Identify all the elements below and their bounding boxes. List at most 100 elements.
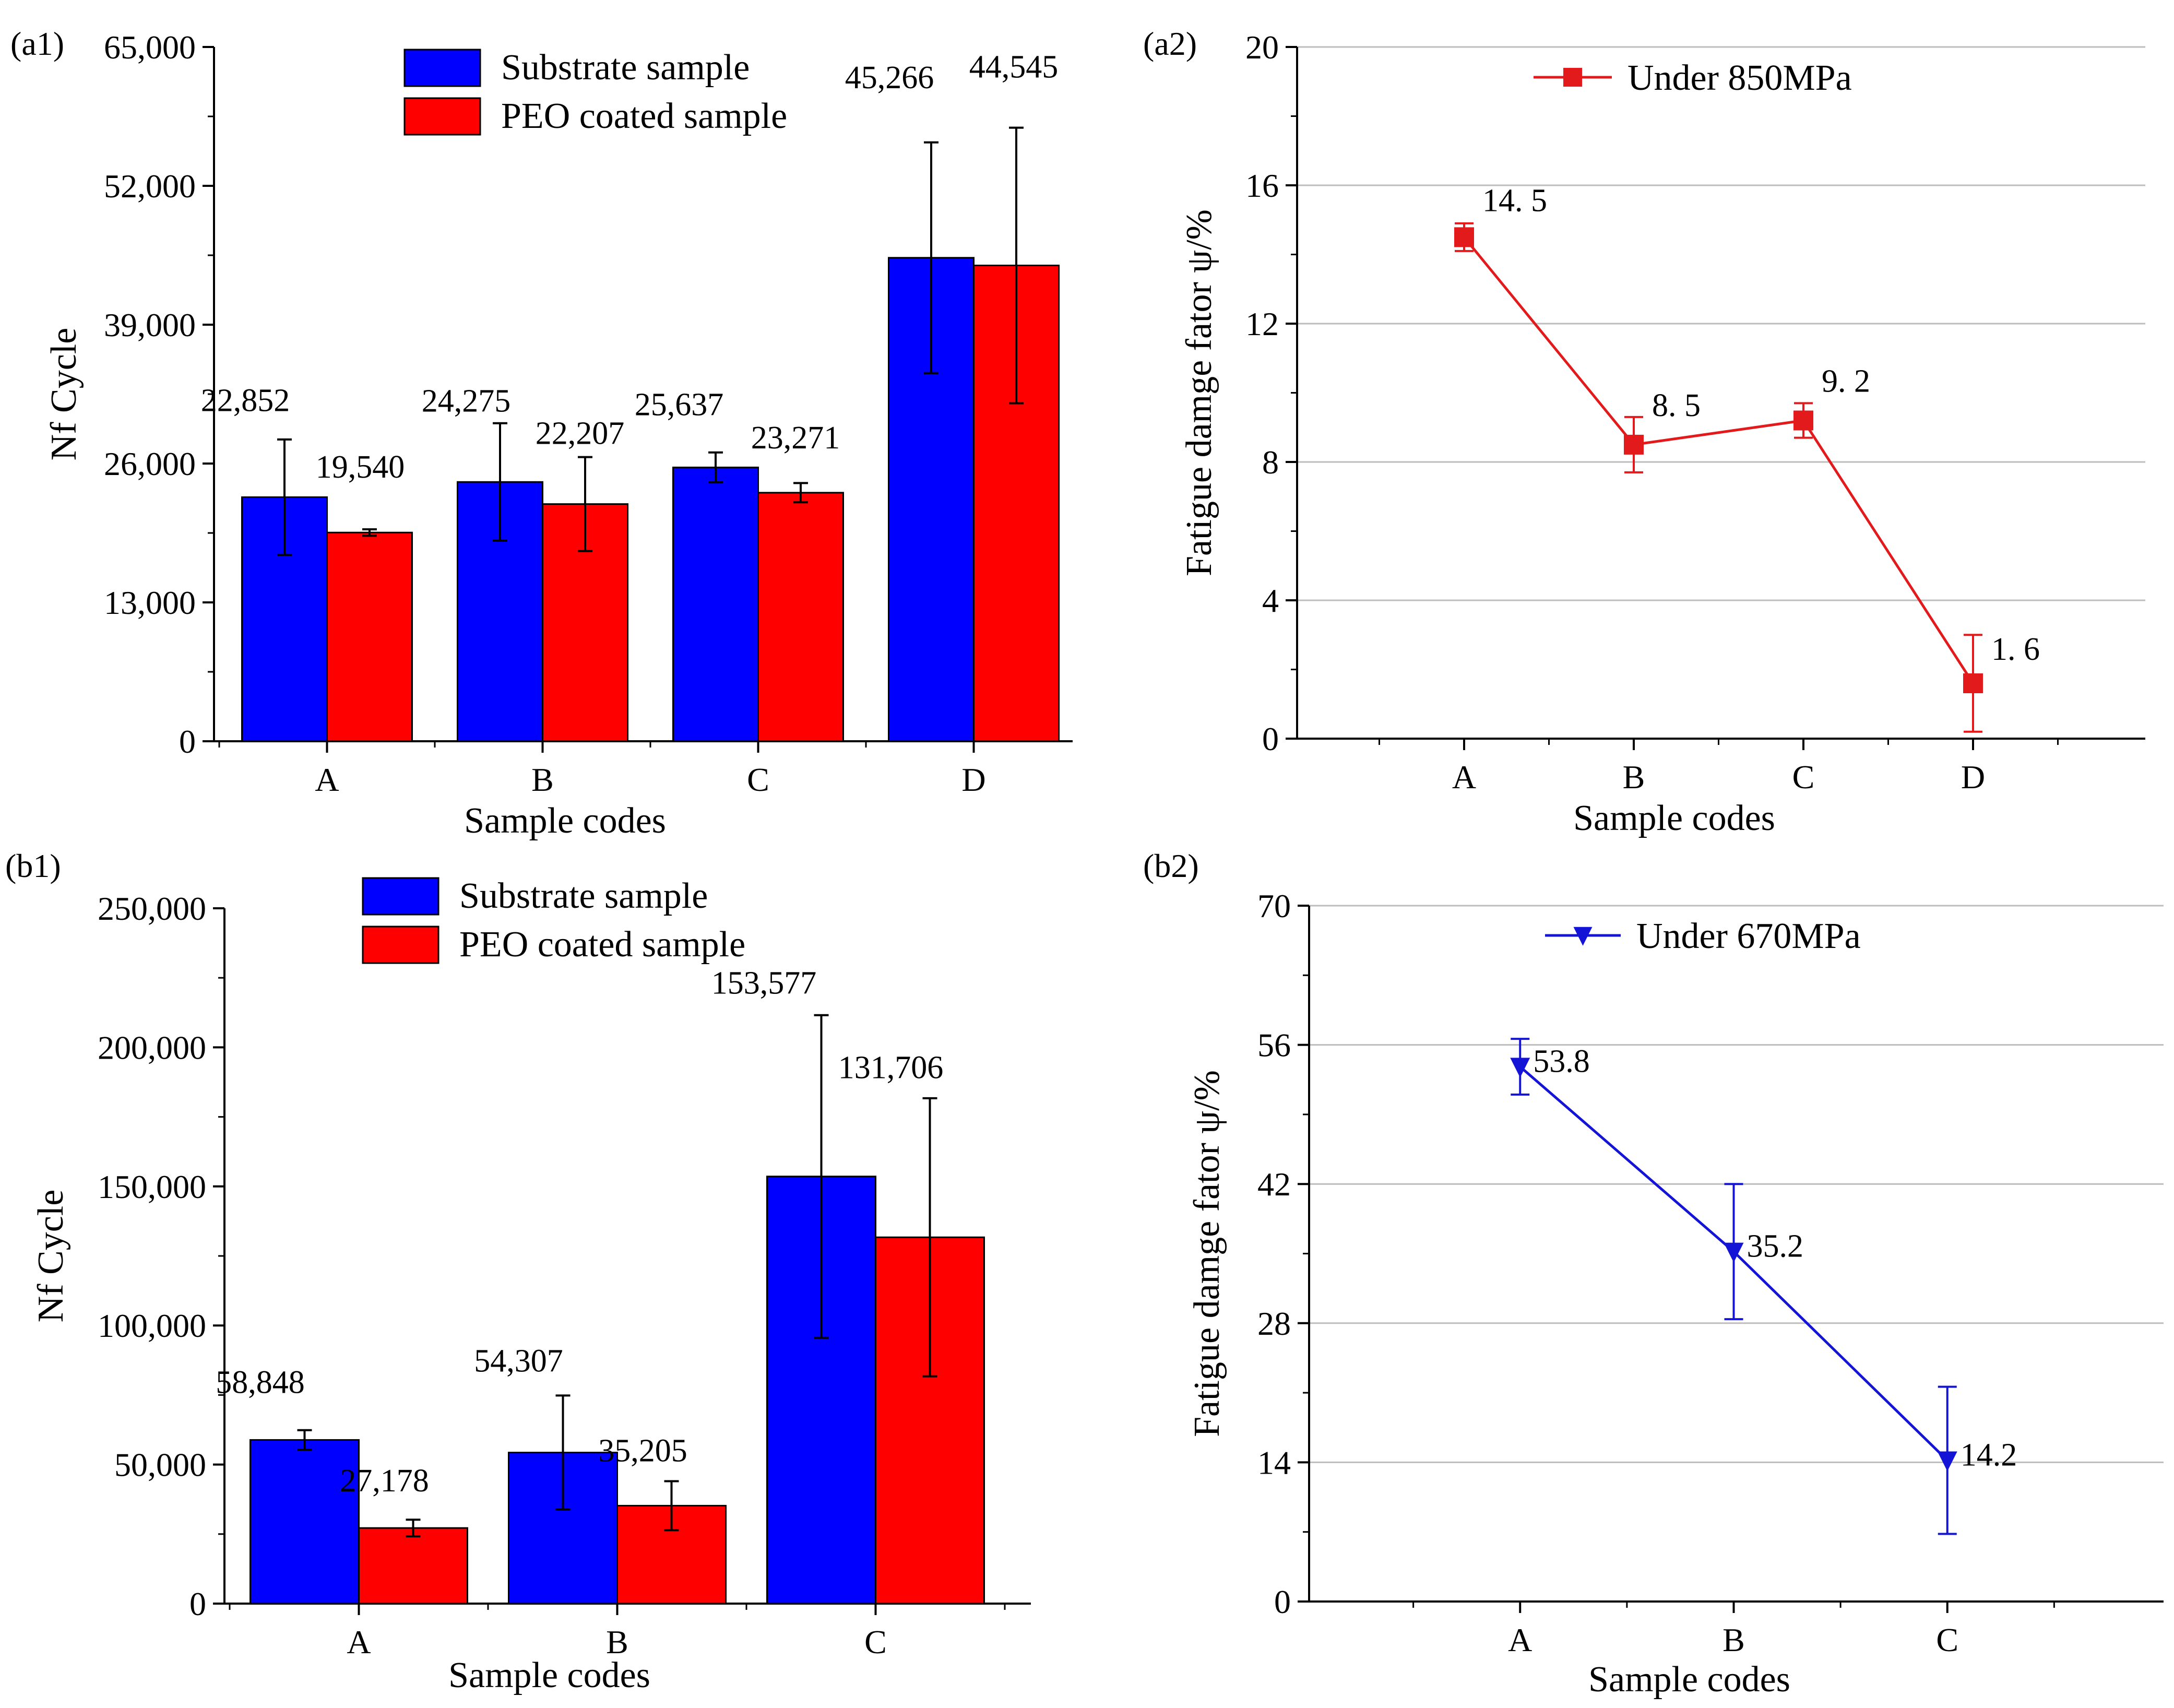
a2-xtick-label-3: D (1961, 758, 1985, 796)
a1-value-label-coated-B: 22,207 (536, 416, 625, 452)
b1-bar-substrate-A (250, 1439, 360, 1605)
a1-x-axis-title: Sample codes (464, 801, 666, 841)
a2-panel-label: (a2) (1143, 25, 1197, 62)
a2-value-label-C: 9. 2 (1822, 364, 1870, 399)
b2-panel-label: (b2) (1143, 847, 1199, 884)
a1-bar-coated-C (757, 492, 844, 742)
chart-a2: 0 4 8 12 16 20 A B C D Sample codes Fatigue damge f… (1143, 25, 2145, 838)
b2-xtick-label-0: A (1508, 1621, 1532, 1658)
b1-ytick-label-0: 0 (189, 1585, 206, 1622)
a1-legend-swatch-substrate (403, 49, 481, 87)
b1-value-label-substrate-B: 54,307 (474, 1344, 563, 1379)
a2-point-A (1454, 227, 1474, 247)
b2-point-B (1724, 1242, 1744, 1263)
b2-point-C (1937, 1451, 1957, 1472)
b2-ytick-label-0: 0 (1274, 1583, 1291, 1620)
a1-value-label-coated-A: 19,540 (316, 449, 405, 485)
a1-legend-label-substrate: Substrate sample (501, 48, 750, 88)
a2-ytick-label-2: 8 (1262, 444, 1279, 481)
b2-value-label-A: 53.8 (1533, 1043, 1590, 1079)
a2-point-D (1963, 673, 1983, 693)
a2-ytick-label-5: 20 (1245, 29, 1279, 66)
a1-legend-swatch-coated (403, 97, 481, 136)
a2-series-line (1463, 236, 1975, 684)
a2-legend-marker (1563, 68, 1582, 87)
a2-ytick-label-1: 4 (1262, 582, 1279, 619)
a1-ytick-label-3: 39,000 (104, 306, 196, 343)
b2-point-A (1510, 1058, 1530, 1078)
b1-value-label-coated-B: 35,205 (598, 1433, 687, 1468)
a1-value-label-substrate-A: 22,852 (201, 383, 290, 418)
b2-legend-marker (1573, 927, 1593, 946)
a1-ytick-label-5: 65,000 (104, 29, 196, 66)
a1-value-label-substrate-B: 24,275 (422, 383, 511, 419)
a2-y-axis-title: Fatigue damge fator ψ/% (1179, 209, 1219, 576)
b2-ytick-label-5: 70 (1257, 887, 1291, 924)
a1-xtick-label-2: C (747, 761, 769, 798)
a1-y-axis-title: Nf Cycle (44, 328, 84, 461)
a1-value-label-coated-C: 23,271 (751, 420, 840, 456)
b2-xtick-label-1: B (1722, 1621, 1745, 1658)
b1-value-label-coated-C: 131,706 (838, 1050, 944, 1085)
b1-x-axis-title: Sample codes (448, 1655, 650, 1695)
a2-xtick-label-2: C (1792, 758, 1815, 796)
a1-ytick-label-2: 26,000 (104, 445, 196, 482)
a2-xtick-label-1: B (1623, 758, 1645, 796)
a1-ytick-label-0: 0 (179, 723, 196, 760)
b1-y-axis-title: Nf Cycle (31, 1190, 71, 1323)
b2-value-label-C: 14.2 (1961, 1438, 2017, 1473)
a2-value-label-B: 8. 5 (1652, 388, 1701, 423)
b1-ytick-label-2: 100,000 (98, 1307, 206, 1344)
chart-a1: 0 13,000 26,000 39,000 52,000 65,000 A B C D Sampl… (10, 25, 1073, 841)
b2-ytick-label-1: 14 (1257, 1444, 1291, 1481)
b2-ytick-label-3: 42 (1257, 1166, 1291, 1203)
b1-xtick-label-1: B (606, 1623, 628, 1660)
b1-legend-swatch-substrate (362, 877, 439, 916)
chart-b2: 0 14 28 42 56 70 A B C Sample codes Fatigue damge … (1143, 847, 2164, 1700)
a1-ytick-label-4: 52,000 (104, 168, 196, 205)
b1-legend-label-substrate: Substrate sample (459, 876, 708, 916)
b1-ytick-label-5: 250,000 (98, 890, 206, 927)
a2-x-axis-title: Sample codes (1573, 798, 1775, 838)
b2-xtick-label-2: C (1936, 1621, 1958, 1658)
b2-ytick-label-4: 56 (1257, 1027, 1291, 1064)
b2-x-axis-title: Sample codes (1588, 1659, 1790, 1700)
a2-ytick-label-0: 0 (1262, 720, 1279, 757)
b1-panel-label: (b1) (5, 847, 61, 884)
b2-value-label-B: 35.2 (1747, 1229, 1804, 1264)
a2-point-B (1624, 434, 1644, 455)
a1-ytick-label-1: 13,000 (104, 584, 196, 621)
b1-ytick-label-4: 200,000 (98, 1029, 206, 1066)
a1-value-label-substrate-C: 25,637 (635, 387, 724, 422)
chart-b1: 0 50,000 100,000 150,000 200,000 250,000 A B C Sa… (5, 847, 1031, 1695)
b1-bar-coated-A (358, 1527, 468, 1605)
a1-xtick-label-3: D (961, 761, 985, 798)
b2-legend-label: Under 670MPa (1636, 916, 1861, 956)
a2-point-C (1793, 410, 1813, 431)
a1-bar-coated-A (326, 531, 413, 742)
a1-value-label-coated-D: 44,545 (969, 50, 1059, 85)
b1-xtick-label-0: A (347, 1623, 371, 1660)
a2-legend-label: Under 850MPa (1627, 58, 1852, 98)
b1-value-label-coated-A: 27,178 (340, 1463, 429, 1499)
a1-xtick-label-0: A (315, 761, 339, 798)
a2-value-label-A: 14. 5 (1482, 183, 1547, 218)
a1-legend-label-coated: PEO coated sample (501, 96, 787, 136)
a2-ytick-label-3: 12 (1245, 305, 1279, 342)
b1-xtick-label-2: C (864, 1623, 887, 1660)
b2-y-axis-title: Fatigue damge fator ψ/% (1187, 1070, 1227, 1437)
a1-bar-substrate-C (672, 466, 759, 742)
b1-value-label-substrate-A: 58,848 (216, 1365, 305, 1400)
a2-xtick-label-0: A (1452, 758, 1476, 796)
b1-legend-label-coated: PEO coated sample (459, 924, 745, 965)
b2-ytick-label-2: 28 (1257, 1305, 1291, 1342)
a1-xtick-label-1: B (531, 761, 554, 798)
b1-legend-swatch-coated (362, 926, 439, 964)
b1-ytick-label-3: 150,000 (98, 1168, 206, 1205)
a2-value-label-D: 1. 6 (1991, 632, 2040, 667)
a1-value-label-substrate-D: 45,266 (845, 60, 934, 96)
b1-ytick-label-1: 50,000 (114, 1446, 206, 1484)
a2-ytick-label-4: 16 (1245, 167, 1279, 204)
a1-panel-label: (a1) (10, 25, 64, 62)
